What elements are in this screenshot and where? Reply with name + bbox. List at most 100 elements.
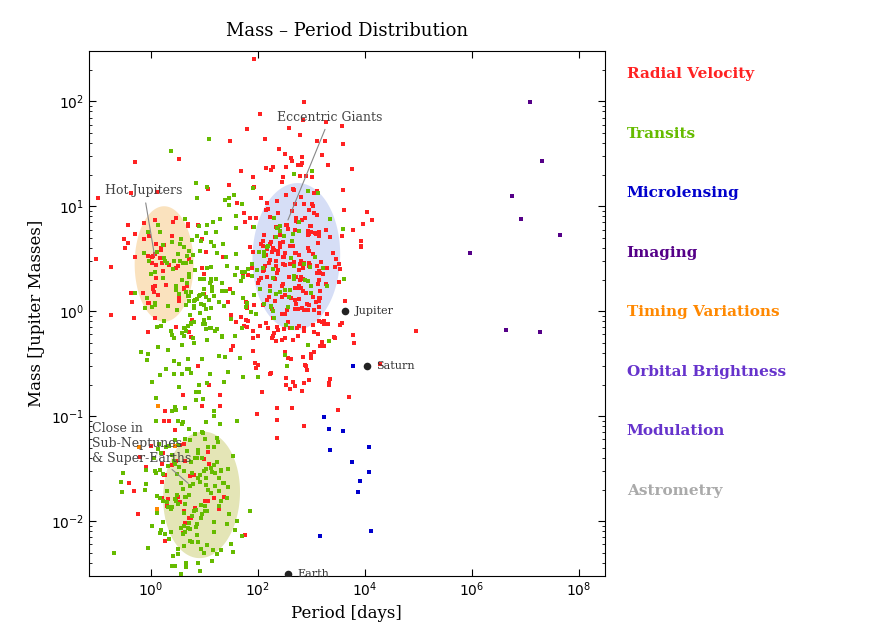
Point xyxy=(246,333,260,343)
Point xyxy=(223,136,237,147)
Point xyxy=(295,214,309,225)
Point xyxy=(191,537,205,547)
Point xyxy=(159,442,173,452)
Point xyxy=(334,122,348,132)
Point xyxy=(210,324,224,334)
Point xyxy=(276,259,290,269)
Point xyxy=(354,242,368,252)
Point xyxy=(270,433,284,443)
Point xyxy=(166,356,180,366)
Point xyxy=(200,263,214,273)
Point xyxy=(204,463,218,474)
Point xyxy=(190,518,204,529)
Point xyxy=(287,225,301,235)
Point xyxy=(183,287,197,297)
Point xyxy=(323,374,337,384)
Point xyxy=(327,262,341,272)
Point xyxy=(160,497,174,508)
Point xyxy=(264,237,278,248)
Point xyxy=(182,254,196,264)
Point xyxy=(245,172,260,182)
Point xyxy=(236,321,251,331)
Point xyxy=(184,318,198,328)
Point xyxy=(183,536,197,546)
Point xyxy=(306,249,320,259)
Point xyxy=(264,367,278,378)
Point xyxy=(352,476,366,486)
Point xyxy=(188,505,203,515)
Text: Imaging: Imaging xyxy=(627,246,698,260)
Point xyxy=(207,241,221,252)
Point xyxy=(180,523,195,533)
Point xyxy=(224,314,238,324)
Point xyxy=(161,494,175,504)
Point xyxy=(263,211,277,221)
Point xyxy=(104,262,118,272)
Point xyxy=(181,221,196,231)
Point xyxy=(252,109,267,120)
Point xyxy=(181,273,196,283)
Point xyxy=(172,440,187,450)
Point xyxy=(322,424,336,435)
Point xyxy=(190,530,204,540)
Point xyxy=(172,358,186,369)
Point xyxy=(196,274,211,284)
Point xyxy=(301,205,316,215)
Point xyxy=(241,264,255,274)
Point xyxy=(275,281,289,291)
Point xyxy=(157,470,172,481)
Point xyxy=(221,200,236,210)
Point xyxy=(148,280,163,291)
Point xyxy=(108,548,122,559)
Point xyxy=(273,226,287,236)
Point xyxy=(312,293,326,303)
Point xyxy=(235,323,249,333)
Point xyxy=(201,442,215,452)
Point xyxy=(299,288,313,298)
Point xyxy=(230,416,244,426)
Point xyxy=(292,266,307,276)
Point xyxy=(154,243,168,253)
Point xyxy=(278,308,292,319)
Point xyxy=(301,226,316,236)
Point xyxy=(152,438,166,449)
Point xyxy=(206,442,220,452)
Point xyxy=(175,328,189,338)
Point xyxy=(309,228,324,239)
Point xyxy=(193,273,207,284)
Point xyxy=(290,323,304,333)
Point xyxy=(203,278,217,288)
Point xyxy=(324,214,338,224)
Point xyxy=(171,261,185,271)
Point xyxy=(206,527,220,537)
Point xyxy=(313,268,327,278)
Point xyxy=(308,305,322,316)
Point xyxy=(268,261,283,271)
Point xyxy=(171,440,185,450)
Point xyxy=(276,308,290,319)
Point xyxy=(264,301,278,311)
Point xyxy=(199,417,213,427)
Point xyxy=(243,212,257,223)
Point xyxy=(277,324,292,334)
Point xyxy=(306,201,320,211)
Point xyxy=(141,298,156,308)
Point xyxy=(200,506,214,516)
Point xyxy=(288,272,302,282)
Point xyxy=(305,166,319,176)
Point xyxy=(277,149,292,159)
Point xyxy=(178,434,192,444)
Point xyxy=(171,543,185,554)
Point xyxy=(284,241,298,251)
Point xyxy=(192,246,206,257)
Point xyxy=(146,284,160,294)
Point xyxy=(177,506,191,516)
Point xyxy=(347,338,361,348)
Point xyxy=(316,341,331,351)
Point xyxy=(311,316,325,326)
Point xyxy=(199,378,213,388)
Point xyxy=(288,381,302,391)
Point xyxy=(463,248,477,258)
Point xyxy=(150,342,164,353)
Point xyxy=(197,284,212,294)
